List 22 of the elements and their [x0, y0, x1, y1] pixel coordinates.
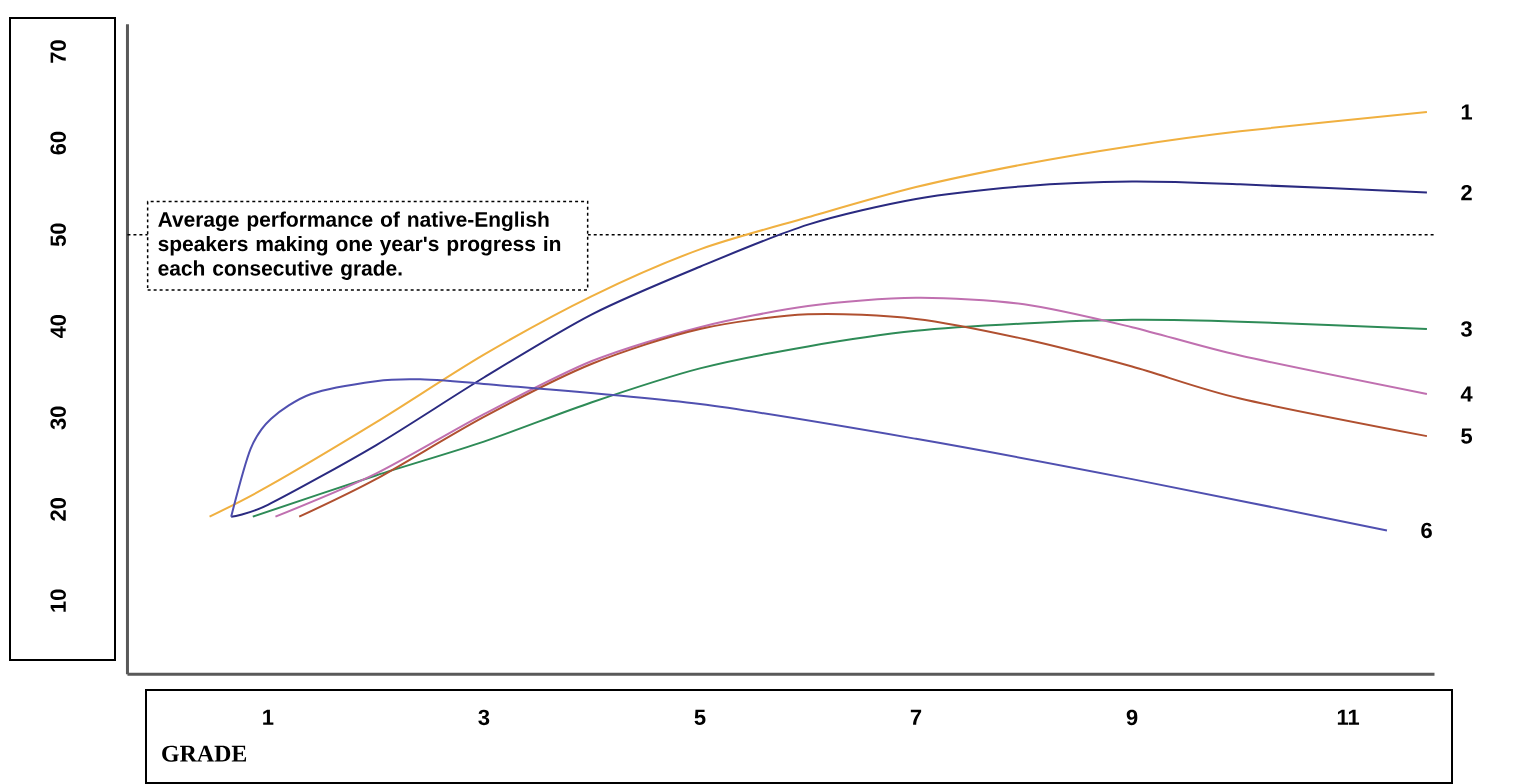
- ref-line-label: Average performance of native-English speakers making one year's progress in each consecutive grade.: [158, 211, 561, 280]
- series-label: 5: [1461, 428, 1473, 444]
- y-tick-label: 30: [50, 406, 66, 430]
- x-tick-label: 3: [478, 709, 490, 726]
- line-series: [230, 378, 1388, 532]
- y-tick-label: 40: [50, 314, 66, 339]
- x-tick-label: 7: [910, 709, 922, 725]
- y-tick-label: 70: [50, 40, 66, 63]
- x-tick-label: 1: [263, 709, 274, 725]
- y-tick-label: 10: [50, 589, 66, 612]
- x-tick-label: 11: [1337, 709, 1360, 725]
- series-label: 1: [1461, 104, 1473, 120]
- y-tick-label: 50: [50, 223, 66, 247]
- x-tick-label: 9: [1126, 709, 1138, 726]
- series-label: 2: [1461, 184, 1472, 201]
- series-label: 4: [1460, 386, 1473, 402]
- y-tick-label: 60: [50, 131, 66, 155]
- x-tick-label: 5: [694, 709, 706, 725]
- y-tick-label: 20: [50, 498, 66, 521]
- series-label: 6: [1421, 522, 1432, 539]
- x-axis-title: GRADE: [162, 745, 247, 762]
- series-label: 3: [1460, 321, 1472, 337]
